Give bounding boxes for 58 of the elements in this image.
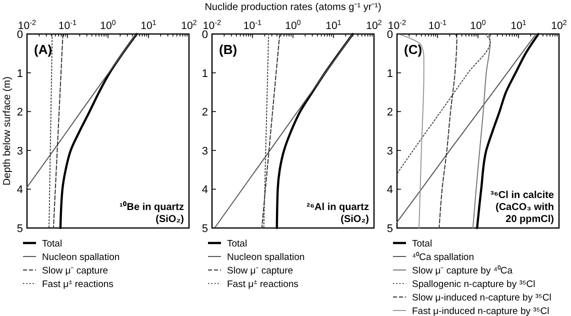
x-tick-label: 10$^{2}$ — [551, 18, 567, 32]
y-axis-title: Depth below surface (m) — [2, 76, 13, 186]
y-tick-label: 3 — [202, 145, 208, 158]
legend-label: Fast μ$^{±}$ reactions — [227, 278, 299, 290]
y-tick-label: 5 — [386, 223, 393, 235]
y-tick-label: 4 — [16, 184, 23, 196]
y-tick-label: 0 — [202, 29, 208, 41]
x-axis-title: Nuclide production rates (atoms g⁻¹ yr⁻¹) — [204, 2, 382, 13]
legend-label: ⁴⁰Ca spallation — [412, 251, 474, 263]
y-tick-label: 0 — [386, 29, 393, 41]
x-tick-label: 10$^{0}$ — [470, 18, 486, 32]
x-tick-label: 10$^{2}$ — [181, 18, 197, 32]
y-tick-label: 4 — [386, 184, 393, 196]
x-tick-label: 10$^{1}$ — [140, 18, 156, 32]
legend-label: Fast μ-induced n-capture by ³⁵Cl — [412, 306, 550, 316]
annotation: (B) — [219, 42, 238, 57]
legend-label: Slow μ⁻ capture — [227, 266, 294, 276]
x-tick-label: 10$^{1}$ — [326, 18, 342, 32]
y-tick-label: 5 — [16, 223, 23, 235]
y-tick-label: 2 — [16, 106, 23, 119]
legend-label: Slow μ-induced n-capture by ³⁵Cl — [412, 292, 552, 304]
x-tick-label: 10$^{-1}$ — [58, 18, 77, 32]
annotation: (A) — [34, 42, 52, 57]
line-series — [26, 34, 137, 188]
line-series — [438, 34, 458, 228]
y-tick-label: 3 — [16, 145, 23, 158]
x-tick-label: 10$^{-2}$ — [18, 18, 36, 32]
y-tick-label: 5 — [202, 223, 208, 235]
legend-label: Fast μ$^{±}$ reactions — [42, 278, 114, 290]
annotation: ³⁶Cl in calcite (CaCO₃ with 20 ppmCl) — [490, 190, 554, 225]
legend-label: Slow μ⁻ capture — [42, 266, 108, 276]
x-tick-label: 10$^{0}$ — [285, 18, 301, 32]
x-tick-label: 10$^{-1}$ — [428, 18, 447, 32]
x-tick-label: 10$^{-2}$ — [202, 18, 222, 32]
y-tick-label: 1 — [202, 68, 208, 80]
annotation: ²⁶Al in quartz (SiO₂) — [306, 202, 369, 225]
legend-label: Nucleon spallation — [227, 252, 305, 263]
x-tick-label: 10$^{1}$ — [510, 18, 526, 32]
legend-label: Total — [42, 238, 62, 250]
y-tick-label: 2 — [202, 106, 208, 119]
x-tick-label: 10$^{-1}$ — [243, 18, 262, 32]
x-tick-label: 10$^{-2}$ — [388, 18, 406, 32]
annotation: ¹⁰Be in quartz (SiO₂) — [119, 201, 184, 225]
annotation: (C) — [404, 42, 422, 57]
y-tick-label: 4 — [202, 184, 208, 196]
y-tick-label: 2 — [386, 106, 393, 119]
legend-label: Slow μ⁻ capture by ⁴⁰Ca — [412, 264, 514, 276]
legend-label: Total — [412, 238, 432, 250]
y-tick-label: 0 — [16, 29, 23, 41]
x-tick-label: 10$^{2}$ — [366, 18, 382, 32]
legend-label: Total — [227, 238, 248, 250]
y-tick-label: 3 — [386, 145, 393, 158]
x-tick-label: 10$^{0}$ — [100, 18, 116, 32]
line-series — [472, 34, 491, 228]
y-tick-label: 1 — [386, 68, 393, 80]
legend-label: Nucleon spallation — [42, 252, 120, 263]
legend-label: Spallogenic n-capture by ³⁵Cl — [412, 279, 536, 290]
y-tick-label: 1 — [16, 68, 23, 80]
